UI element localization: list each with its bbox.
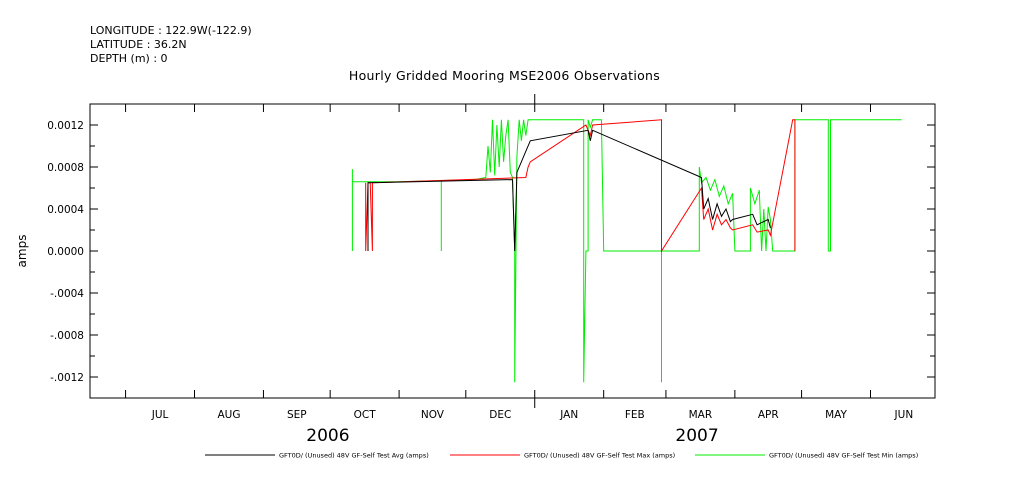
series-line [365, 119, 796, 253]
series-line [367, 129, 771, 252]
x-month-label: MAR [689, 409, 713, 421]
depth-label: DEPTH (m) : 0 [90, 52, 168, 65]
x-month-label: OCT [354, 409, 377, 421]
x-month-label: MAY [825, 409, 847, 421]
location-info: LONGITUDE : 122.9W(-122.9) LATITUDE : 36… [90, 24, 252, 66]
y-tick-label: -.0012 [50, 372, 84, 384]
latitude-label: LATITUDE : 36.2N [90, 38, 187, 51]
y-tick-label: 0.0012 [47, 120, 84, 132]
longitude-label: LONGITUDE : 122.9W(-122.9) [90, 24, 252, 37]
y-tick-label: 0.0004 [47, 204, 84, 216]
y-tick-label: 0.0008 [47, 162, 84, 174]
x-year-label: 2007 [675, 426, 718, 446]
y-tick-label: 0.0000 [47, 246, 84, 258]
x-month-label: NOV [421, 409, 445, 421]
x-month-label: JUN [894, 409, 914, 421]
x-month-label: DEC [489, 409, 511, 421]
x-month-label: JAN [559, 409, 578, 421]
x-month-label: APR [758, 409, 779, 421]
series-line [351, 119, 902, 383]
x-month-label: AUG [217, 409, 240, 421]
y-axis-label: amps [15, 235, 29, 268]
plot-frame [89, 103, 936, 399]
x-month-label: JUL [151, 409, 169, 421]
y-tick-label: -.0004 [50, 288, 84, 300]
x-month-label: SEP [287, 409, 307, 421]
x-year-label: 2006 [306, 426, 349, 446]
legend-label: GFT0D/ (Unused) 48V GF-Self Test Avg (am… [279, 452, 429, 460]
x-month-label: FEB [625, 409, 645, 421]
legend-label: GFT0D/ (Unused) 48V GF-Self Test Max (am… [524, 452, 675, 460]
chart-title: Hourly Gridded Mooring MSE2006 Observati… [348, 68, 661, 83]
y-tick-label: -.0008 [50, 330, 84, 342]
legend-label: GFT0D/ (Unused) 48V GF-Self Test Min (am… [769, 452, 918, 460]
